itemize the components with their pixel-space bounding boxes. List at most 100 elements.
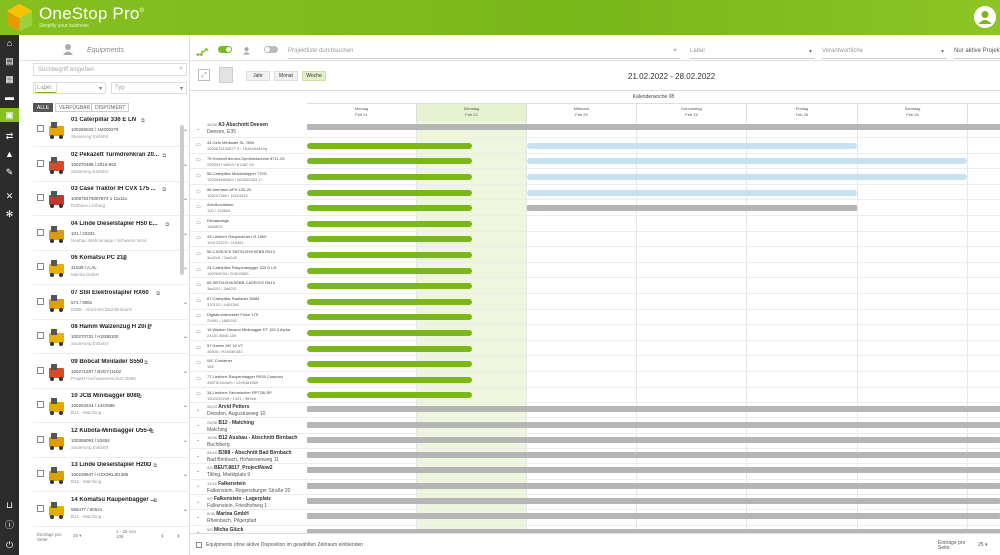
project-timeline-bar[interactable]: [307, 513, 1000, 520]
disposition-bar[interactable]: [307, 361, 472, 368]
project-timeline-bar[interactable]: [307, 528, 1000, 534]
tools-icon[interactable]: ✕: [5, 191, 14, 201]
external-link-icon[interactable]: ⧉: [141, 118, 145, 124]
chevron-down-icon[interactable]: ⌄: [183, 196, 189, 202]
equipment-checkbox[interactable]: [37, 366, 44, 374]
disposition-bar[interactable]: [307, 142, 472, 149]
external-link-icon[interactable]: ⧉: [147, 325, 151, 331]
equipment-name[interactable]: 03 Case Traktor IH CVX 175 ...: [71, 186, 156, 192]
disposition-bar[interactable]: [527, 189, 857, 196]
truck-icon[interactable]: ▬: [5, 92, 14, 102]
equipment-list-item[interactable]: 12 Kubota-Minibagger U55-4 ⧉ 100356093 /…: [33, 424, 190, 458]
equipment-checkbox[interactable]: [37, 125, 44, 132]
chevron-down-icon[interactable]: ⌄: [196, 529, 201, 534]
project-timeline-bar[interactable]: [307, 467, 1000, 474]
equipment-list-item[interactable]: 13 Linde Dieselstapler H20D ⧉ 100238947 …: [33, 458, 190, 492]
chevron-down-icon[interactable]: ⌄: [196, 468, 201, 475]
per-page-select[interactable]: 25 ▾: [73, 533, 82, 538]
power-icon[interactable]: ⏻: [5, 540, 14, 550]
staff-toggle[interactable]: [264, 46, 278, 53]
active-projects-select[interactable]: Nur aktive Projekte: [954, 46, 1000, 59]
equipment-checkbox[interactable]: [37, 297, 44, 305]
equipment-list-item[interactable]: 01 Caterpillar 336 E LN ⧉ 100269033 / 1M…: [33, 113, 190, 147]
equipment-checkbox[interactable]: [37, 504, 44, 512]
responsible-select[interactable]: Verantwortliche ▾: [822, 46, 947, 59]
project-search-input[interactable]: Projektliste durchsuchen ×: [288, 46, 680, 59]
project-row[interactable]: ⌄ 16/36 B12 Ausbau - Abschnitt Birnbach …: [190, 434, 1000, 450]
external-link-icon[interactable]: ⧉: [165, 221, 170, 228]
chevron-down-icon[interactable]: ⌄: [196, 513, 201, 520]
disposition-bar[interactable]: [307, 158, 472, 165]
equipment-list-item[interactable]: 02 Pekazett Turmdrehkran 20... ⧉ 1002704…: [33, 148, 190, 182]
equipment-name[interactable]: 09 Bobcat Minilader S550: [71, 358, 144, 365]
filter-tab-all[interactable]: ALLE: [33, 103, 54, 112]
project-timeline-bar[interactable]: [307, 482, 1000, 489]
chevron-down-icon[interactable]: ⌄: [183, 230, 189, 237]
project-row[interactable]: ⌄ 5/8 BEUT.8817_ProjectNow2 Titling, Mar…: [190, 464, 1000, 480]
equipment-schedule-row[interactable]: ▭ Klimaanlage 1668876: [190, 216, 1000, 232]
building-icon[interactable]: ▦: [5, 74, 14, 84]
label-select[interactable]: Label ▾: [690, 46, 815, 59]
external-link-icon[interactable]: ⧉: [153, 463, 157, 469]
equipment-schedule-row[interactable]: ▭ 44 Gehl Minilader SL 7800 100067813587…: [190, 138, 1000, 154]
project-row[interactable]: ⌄ 8/36 Marina GmbH Rheinbach, Pilgerpfad: [190, 510, 1000, 526]
person-icon[interactable]: [241, 45, 252, 56]
equipment-checkbox[interactable]: [37, 332, 44, 339]
equipment-name[interactable]: 10 JCB Minibagger 8080: [71, 393, 141, 399]
equipment-checkbox[interactable]: [37, 470, 44, 477]
equipment-name[interactable]: 04 Linde Dieselstapler H50 E...: [71, 220, 158, 227]
project-row[interactable]: ⌄ 25/36 B12 - Matching Matching: [190, 419, 1000, 434]
external-link-icon[interactable]: ⧉: [162, 187, 167, 193]
type-select[interactable]: Typ ▾: [111, 82, 187, 94]
equipment-name[interactable]: 02 Pekazett Turmdrehkran 20...: [71, 151, 159, 158]
prev-page-icon[interactable]: ‹: [161, 531, 164, 540]
disposition-bar[interactable]: [307, 251, 472, 258]
disposition-bar[interactable]: [307, 173, 472, 180]
chevron-down-icon[interactable]: ⌄: [196, 406, 201, 413]
equipment-checkbox[interactable]: [37, 159, 44, 167]
label-select[interactable]: Label ▾: [33, 82, 106, 94]
gear-icon[interactable]: ✻: [5, 209, 14, 219]
external-link-icon[interactable]: ⧉: [162, 152, 167, 159]
view-week-button[interactable]: Woche: [302, 71, 326, 81]
equipment-schedule-row[interactable]: ▭ WC Container 185: [190, 356, 1000, 372]
equipment-schedule-row[interactable]: ▭ 56 Caterpillar Muldenkipper 770G 10059…: [190, 169, 1000, 185]
view-month-button[interactable]: Monat: [274, 71, 298, 81]
project-row[interactable]: ⌄ 06/18 B388 - Abschnitt Bad Birnbach Ba…: [190, 449, 1000, 465]
chevron-down-icon[interactable]: ⌄: [183, 334, 189, 340]
equipment-schedule-row[interactable]: ▭ 77 Liebherr-Raupenbagger R926 Compact …: [190, 372, 1000, 388]
equipment-name[interactable]: 06 Komatsu PC 210: [71, 255, 127, 261]
chevron-down-icon[interactable]: ⌄: [196, 498, 201, 505]
view-year-button[interactable]: Jahr: [246, 71, 270, 81]
footer-per-page-select[interactable]: 25 ▾: [978, 542, 988, 548]
equipment-list-scrollbar[interactable]: [180, 125, 184, 275]
project-row[interactable]: ⌄ 55/33 Arvid Petters Dresden, Augustusw…: [190, 403, 1000, 419]
equipment-name[interactable]: 13 Linde Dieselstapler H20D: [71, 462, 152, 468]
equipment-checkbox[interactable]: [37, 435, 44, 443]
external-link-icon[interactable]: ⧉: [138, 394, 142, 400]
disposition-bar[interactable]: [527, 173, 967, 180]
home-icon[interactable]: ⌂: [6, 38, 13, 48]
external-link-icon[interactable]: ⧉: [122, 256, 127, 262]
equipment-schedule-row[interactable]: ▭ Abrollcontainer 100 / 132664 Arvid Pett…: [190, 200, 1000, 219]
chevron-down-icon[interactable]: ⌄: [183, 299, 189, 306]
chevron-down-icon[interactable]: ⌄: [196, 422, 201, 429]
people-tab-icon[interactable]: [61, 41, 75, 57]
disposition-bar[interactable]: [307, 314, 472, 321]
external-link-icon[interactable]: ⧉: [156, 290, 160, 297]
equipment-schedule-row[interactable]: ▭ 19 Wacker Neuson Minibagger ET 100 3 A…: [190, 325, 1000, 341]
project-row[interactable]: ⌄ 46/36 A3 Abschnitt Deesen Deesen, E35: [190, 121, 1000, 138]
excavator-icon[interactable]: [194, 46, 210, 57]
disposition-bar[interactable]: [307, 345, 472, 352]
chevron-down-icon[interactable]: ⌄: [183, 161, 189, 168]
equipment-checkbox[interactable]: [37, 228, 44, 236]
disposition-bar[interactable]: [307, 267, 472, 274]
chevron-down-icon[interactable]: ⌄: [183, 472, 189, 478]
chevron-down-icon[interactable]: ⌄: [183, 368, 189, 375]
equipment-list-item[interactable]: 09 Bobcat Minilader S550 ⧉ 100271287 / B…: [33, 355, 190, 389]
project-row[interactable]: ⌄ 11/16 Falkenstein Falkenstein, Regensb…: [190, 480, 1000, 495]
cart-icon[interactable]: ⊔: [5, 500, 14, 510]
project-timeline-bar[interactable]: [307, 436, 1000, 443]
equipment-list-item[interactable]: 03 Case Traktor IH CVX 175 ... ⧉ 1008754…: [33, 182, 190, 216]
external-link-icon[interactable]: ⧉: [153, 497, 157, 504]
